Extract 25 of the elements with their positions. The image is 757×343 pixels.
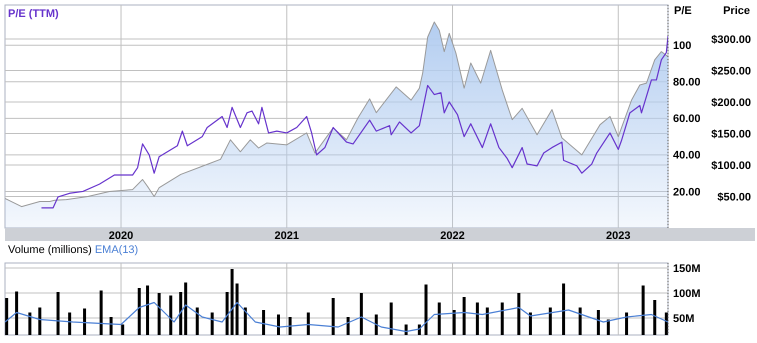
text: EMA(13) xyxy=(94,244,138,256)
x-tick-label: 2023 xyxy=(606,230,631,242)
y-tick-label: 100M xyxy=(673,288,701,300)
y2-axis-title: Price xyxy=(723,5,750,17)
x-tick-label: 2020 xyxy=(108,230,134,242)
y-tick-label: 50M xyxy=(673,312,694,325)
y-tick-label: 20.00 xyxy=(673,186,701,198)
y-tick-label: 100 xyxy=(673,40,692,52)
y-tick-label: 40.00 xyxy=(673,150,701,162)
y2-tick-label: $200.00 xyxy=(711,96,751,109)
y2-tick-label: $300.00 xyxy=(711,34,751,46)
y2-tick-label: $150.00 xyxy=(711,128,751,140)
x-tick-label: 2022 xyxy=(440,230,465,242)
line-series xyxy=(5,302,668,332)
y2-tick-label: $250.00 xyxy=(711,65,751,78)
y-tick-label: 80.00 xyxy=(673,76,701,89)
y-axis-title: P/E xyxy=(674,5,692,17)
text: P/E (TTM) xyxy=(8,8,60,20)
y2-tick-label: $100.00 xyxy=(711,160,751,172)
x-tick-label: 2021 xyxy=(274,230,300,242)
y2-tick-label: $50.00 xyxy=(717,191,751,204)
y-tick-label: 60.00 xyxy=(673,113,701,126)
y-tick-label: 150M xyxy=(673,262,701,275)
line-series xyxy=(40,35,668,208)
y-axis-title: Volume (millions) xyxy=(8,244,95,256)
